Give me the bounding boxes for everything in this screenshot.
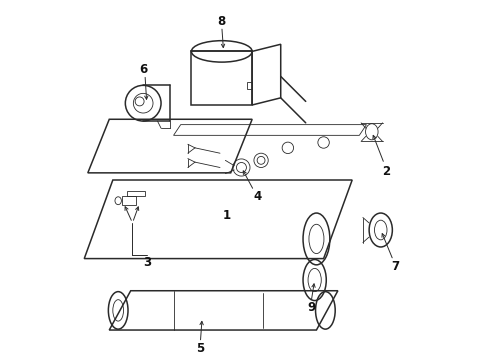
Text: 9: 9 <box>307 301 315 314</box>
Text: 3: 3 <box>143 256 151 269</box>
Text: 5: 5 <box>196 342 204 355</box>
Text: 1: 1 <box>223 209 231 222</box>
Text: 2: 2 <box>382 165 390 177</box>
Text: 7: 7 <box>391 260 399 273</box>
Text: 8: 8 <box>218 14 226 27</box>
Text: 6: 6 <box>139 63 147 76</box>
Text: 4: 4 <box>253 190 262 203</box>
